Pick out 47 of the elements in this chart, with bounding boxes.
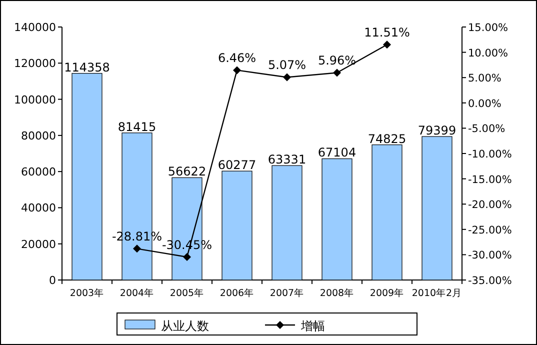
y2-tick-label: 5.00% xyxy=(468,72,502,85)
y-tick-label: 120000 xyxy=(14,57,56,70)
y-tick-label: 100000 xyxy=(14,93,56,106)
legend-label: 从业人数 xyxy=(161,319,209,333)
point xyxy=(183,252,191,261)
data-label: 6.46% xyxy=(218,51,256,66)
y2-tick-label: 10.00% xyxy=(468,47,508,60)
data-label: 81415 xyxy=(118,120,156,134)
x-tick-label: 2009年 xyxy=(370,287,404,299)
data-label: 56622 xyxy=(168,164,206,179)
y2-tick-label: -25.00% xyxy=(468,224,512,236)
data-label: 5.96% xyxy=(318,54,356,68)
x-tick-label: 2008年 xyxy=(320,287,354,299)
x-tick-label: 2007年 xyxy=(270,287,304,299)
point xyxy=(283,73,291,82)
y-tick-label: 60000 xyxy=(21,166,56,179)
y-tick-label: 80000 xyxy=(21,129,56,142)
x-tick-label: 2006年 xyxy=(220,287,254,299)
y2-tick-label: 0.00% xyxy=(468,98,502,110)
y-tick-label: 40000 xyxy=(21,202,56,215)
data-label: 60277 xyxy=(218,158,256,172)
data-label: 11.51% xyxy=(364,26,410,40)
point xyxy=(333,68,341,77)
y2-tick-label: -20.00% xyxy=(468,199,512,212)
point xyxy=(233,66,241,74)
y-tick-label: 140000 xyxy=(14,21,56,34)
y2-tick-label: -10.00% xyxy=(468,148,512,160)
point xyxy=(383,40,391,49)
x-tick-label: 2004年 xyxy=(120,287,154,299)
x-tick-label: 2010年2月 xyxy=(412,287,462,299)
point xyxy=(133,244,141,253)
y2-tick-label: -5.00% xyxy=(468,123,506,136)
data-label: 74825 xyxy=(368,132,406,146)
data-label: 5.07% xyxy=(268,58,306,72)
data-label: 79399 xyxy=(418,124,456,138)
x-tick-label: 2005年 xyxy=(170,287,204,299)
data-label: 63331 xyxy=(268,152,306,167)
data-label: 114358 xyxy=(64,60,110,74)
y2-tick-label: 15.00% xyxy=(468,22,508,34)
data-label: 67104 xyxy=(318,146,356,160)
y2-tick-label: -35.00% xyxy=(468,275,512,287)
y2-tick-label: -30.00% xyxy=(468,250,512,262)
y-tick-label: 0 xyxy=(49,274,56,287)
x-tick-label: 2003年 xyxy=(70,287,104,299)
legend-label: 增幅 xyxy=(300,319,325,333)
y2-tick-label: -15.00% xyxy=(468,174,512,186)
y-tick-label: 20000 xyxy=(21,238,56,251)
